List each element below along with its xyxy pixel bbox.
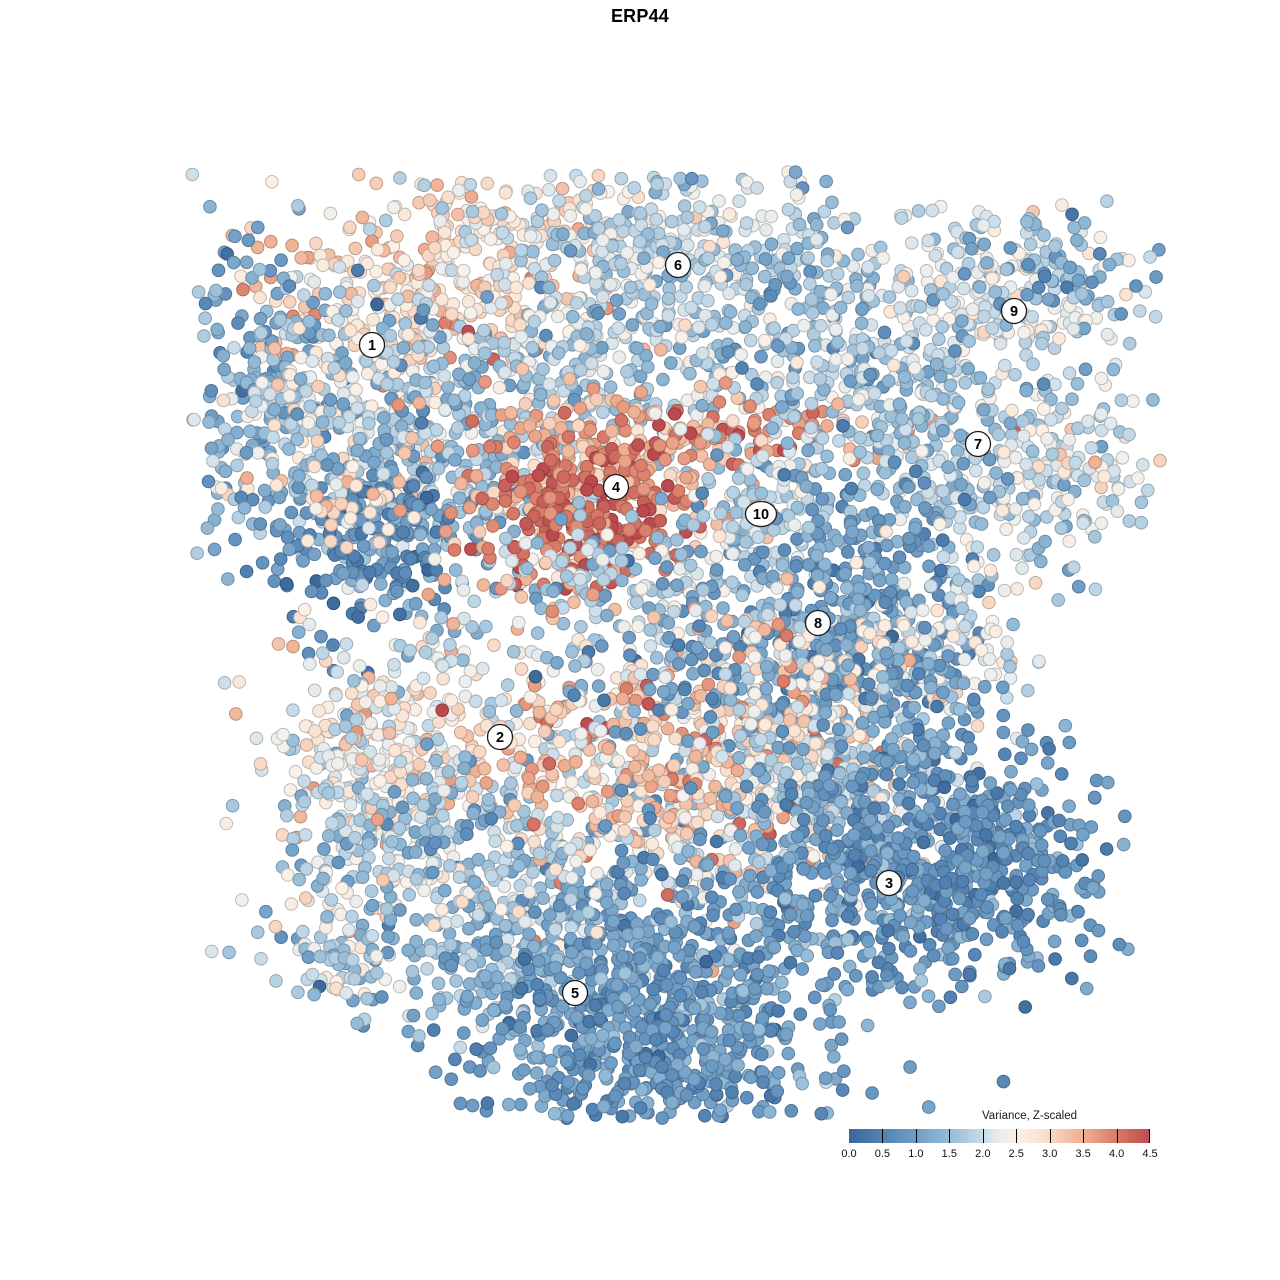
legend-tick-mark [915, 1129, 917, 1143]
cluster-label: 4 [602, 473, 630, 501]
page-title: ERP44 [610, 6, 670, 26]
legend-tick-label: 0.5 [874, 1148, 891, 1160]
legend-tick-mark [1149, 1129, 1150, 1143]
legend-tick-label: 3.0 [1042, 1148, 1058, 1160]
legend-tick-label: 4.0 [1108, 1148, 1125, 1160]
color-legend: Variance, Z-scaled 0.0 0.5 1.0 1.5 2.0 2.5 3.0… [841, 1110, 1157, 1162]
cluster-label: 3 [875, 869, 903, 897]
legend-tick-label: 4.5 [1142, 1148, 1158, 1160]
legend-tick-mark [949, 1129, 951, 1143]
legend-title: Variance, Z-scaled [981, 1110, 1078, 1122]
legend-tick-mark [1083, 1129, 1085, 1143]
cluster-label: 1 [358, 331, 386, 359]
cluster-label: 5 [561, 979, 589, 1007]
legend-tick-label: 2.0 [975, 1148, 991, 1160]
legend-tick-labels: 0.0 0.5 1.0 1.5 2.0 2.5 3.0 3.5 4.0 4.5 [841, 1148, 1157, 1162]
legend-tick-mark [1016, 1129, 1018, 1143]
cluster-label: 9 [1000, 297, 1028, 325]
legend-tick-label: 0.0 [841, 1148, 857, 1160]
legend-tick-mark [882, 1129, 884, 1143]
cluster-label: 2 [486, 723, 514, 751]
cluster-label: 6 [664, 251, 692, 279]
cluster-label: 10 [744, 500, 778, 528]
legend-tick-label: 1.5 [941, 1148, 957, 1160]
legend-tick-mark [982, 1129, 984, 1143]
cluster-label: 8 [804, 609, 832, 637]
cluster-label: 7 [964, 430, 992, 458]
cluster-labels: 1 2 3 4 5 6 7 8 9 10 [358, 251, 1028, 1007]
legend-tick-mark [1116, 1129, 1118, 1143]
data-points [185, 165, 1167, 1125]
legend-tick-label: 1.0 [908, 1148, 924, 1160]
legend-tick-label: 2.5 [1008, 1148, 1024, 1160]
legend-tick-label: 3.5 [1075, 1148, 1091, 1160]
legend-tick-mark [1049, 1129, 1051, 1143]
legend-gradient-bar [849, 1129, 1150, 1143]
